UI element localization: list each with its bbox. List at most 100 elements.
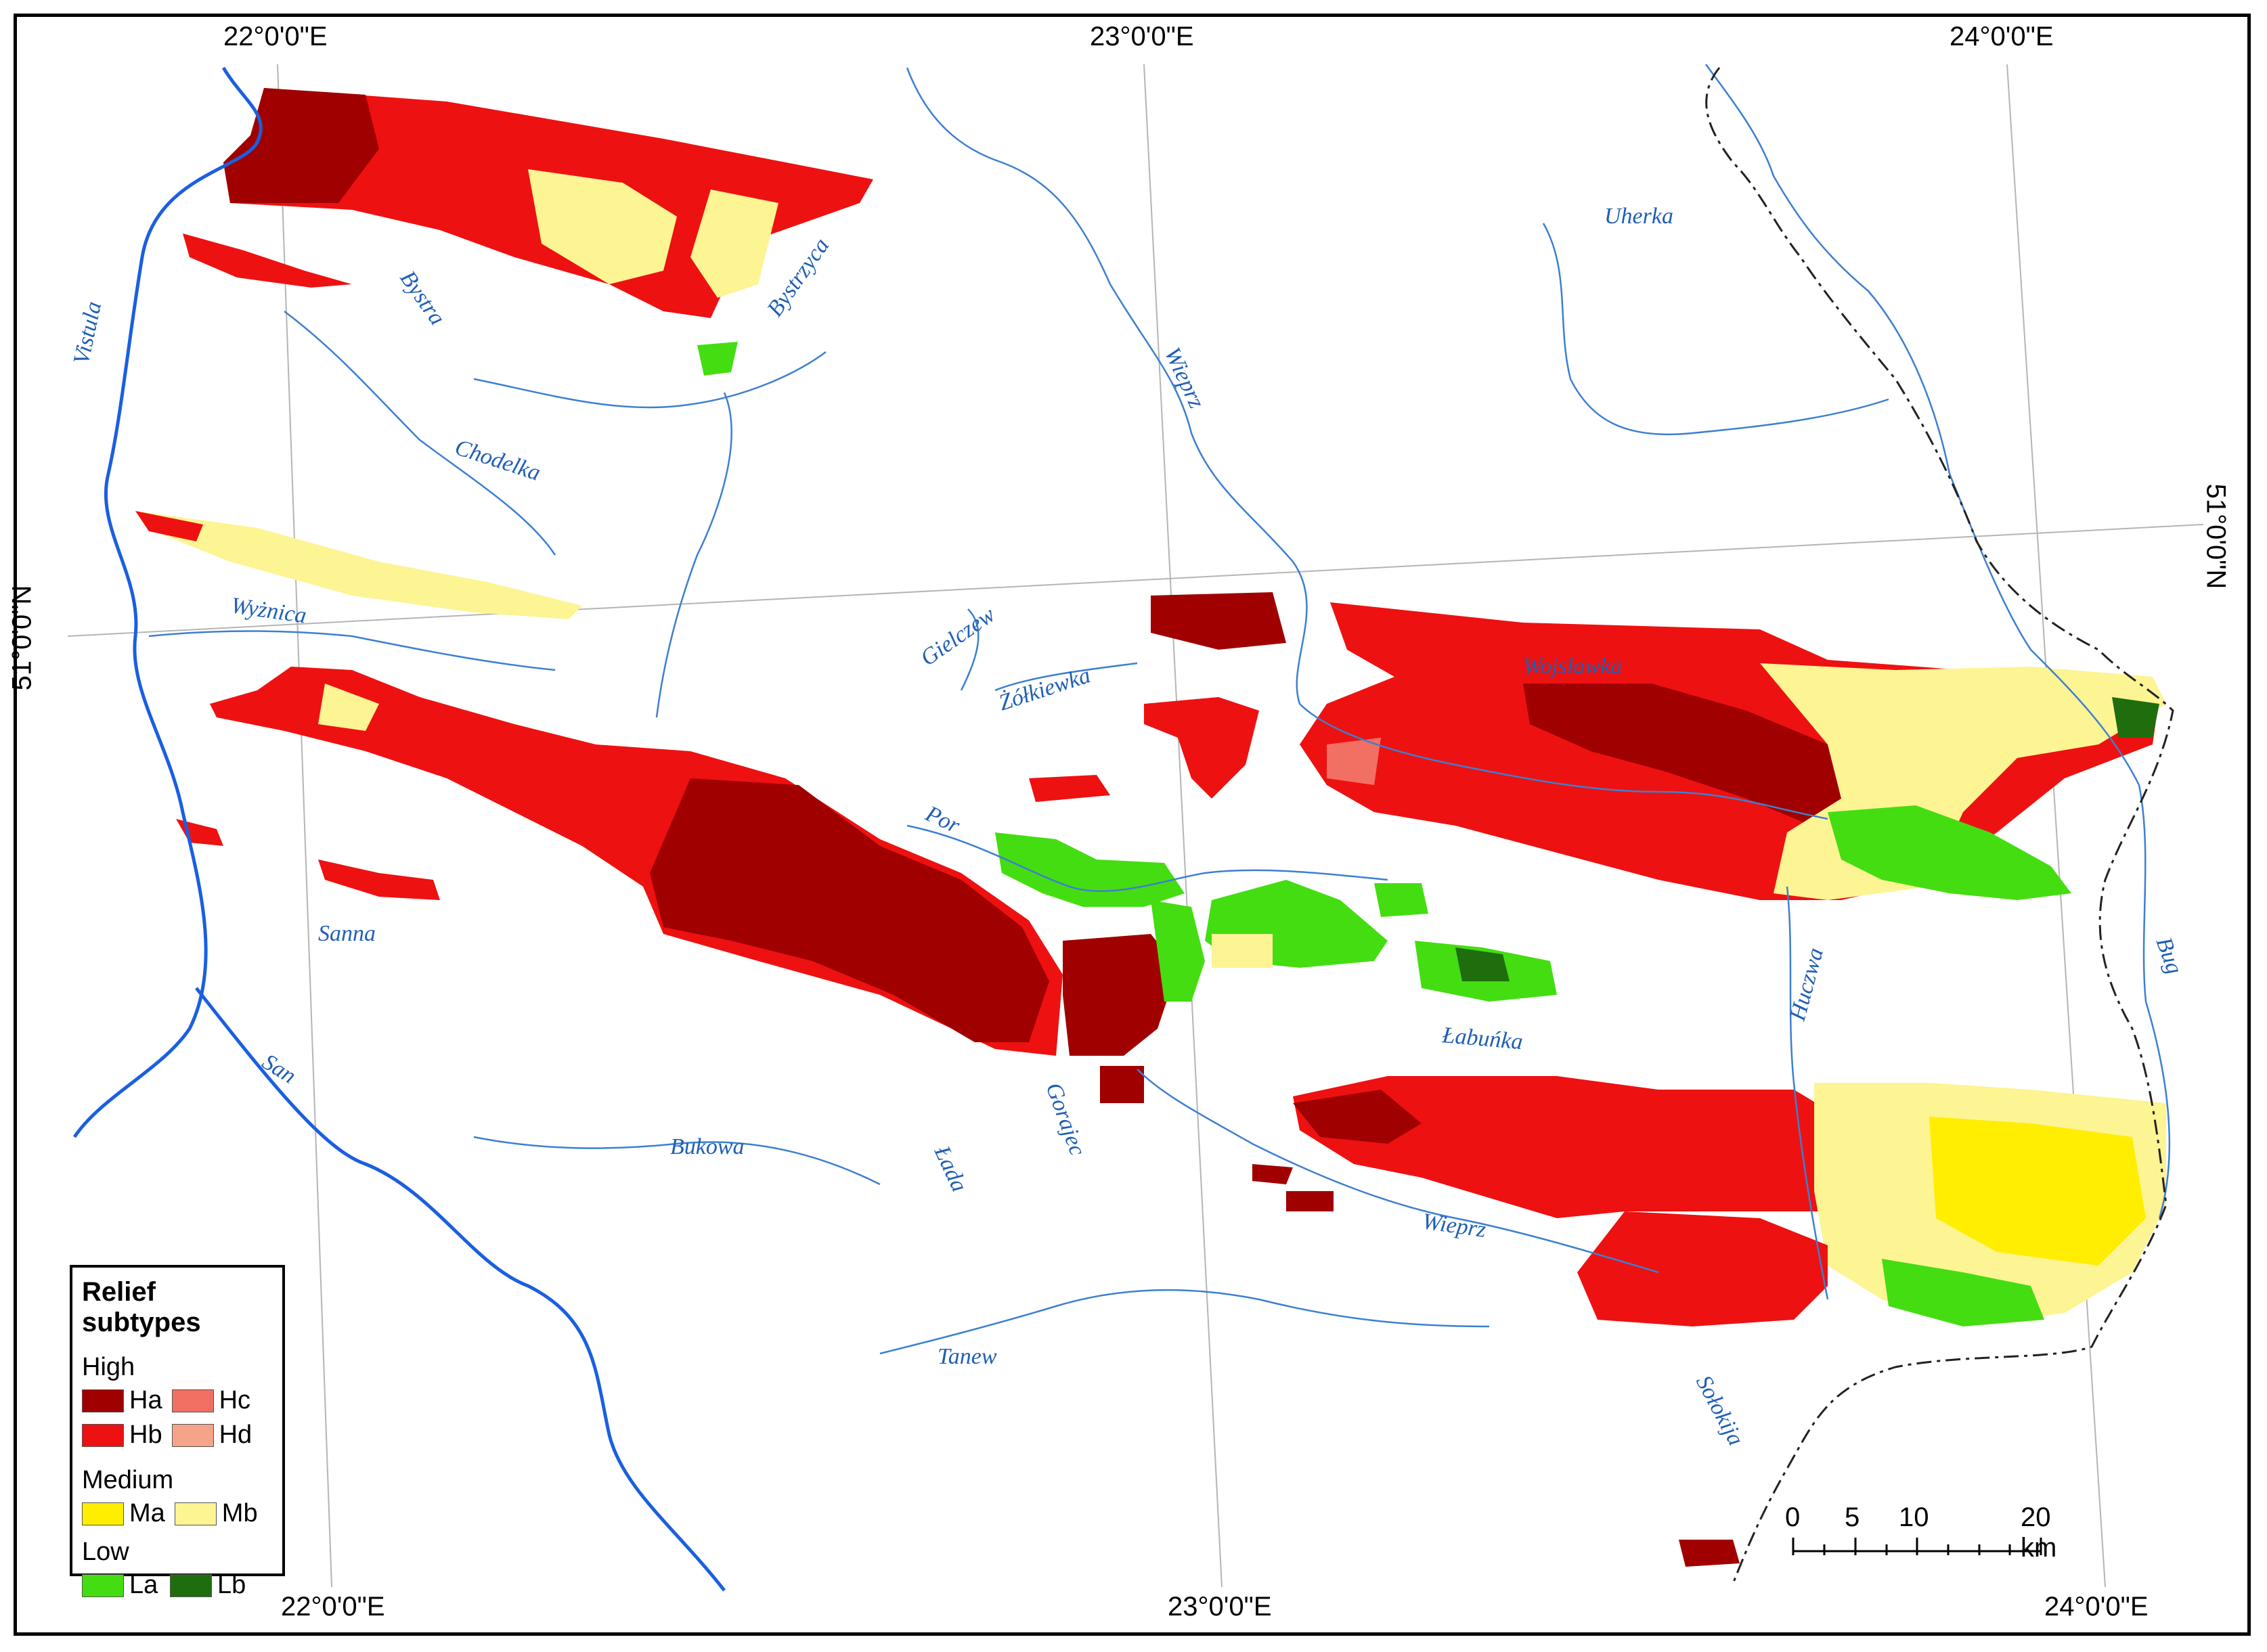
relief-patch [183, 233, 352, 288]
parallel-51 [67, 524, 2204, 637]
lon-label-bottom-24: 24°0'0"E [2044, 1592, 2149, 1622]
river-label-sanna: Sanna [318, 921, 376, 946]
scale-label-0: 0 [1785, 1502, 1801, 1532]
river-label-huczwa: Huczwa [1785, 945, 1828, 1024]
river-label-uherka: Uherka [1604, 204, 1673, 229]
legend-row: Hb Hd [82, 1421, 273, 1450]
river-line [1542, 223, 1889, 436]
legend-row: La Lb [82, 1571, 273, 1600]
legend-group-high: High [82, 1353, 135, 1381]
relief-patch [1882, 1259, 2044, 1326]
relief-patch [528, 169, 677, 284]
river-line [195, 987, 726, 1592]
river-label-labunka: Łabuńka [1440, 1023, 1524, 1054]
relief-patch [1151, 900, 1205, 1002]
river-label-solokija: Sołokija [1691, 1371, 1748, 1450]
legend-label-ma: Ma [129, 1499, 165, 1527]
legend-label-mb: Mb [221, 1499, 258, 1527]
river-line [1299, 703, 1828, 820]
legend-label-lb: Lb [217, 1571, 246, 1599]
relief-patch [1293, 1076, 1828, 1218]
relief-patch [1523, 684, 1895, 832]
relief-patch [223, 88, 379, 203]
legend-label-hc: Hc [219, 1386, 251, 1414]
lon-label-bottom-23: 23°0'0"E [1168, 1592, 1272, 1622]
legend-swatch-ha [82, 1389, 124, 1412]
river-label-por: Por [921, 801, 964, 839]
meridian-24 [2006, 64, 2106, 1588]
relief-patch [176, 819, 223, 846]
lon-label-top-22: 22°0'0"E [223, 22, 328, 51]
relief-patch [1063, 934, 1178, 1056]
river-label-vistula: Vistula [69, 299, 107, 366]
river-label-bystrzyca: Bystrzyca [762, 233, 834, 321]
river-label-gorajec: Gorajec [1040, 1079, 1090, 1159]
legend-swatch-la [82, 1573, 124, 1597]
relief-patch [1212, 934, 1273, 968]
river-line [1786, 886, 1829, 1300]
relief-patch [135, 511, 203, 541]
relief-patch [2112, 697, 2159, 738]
relief-patch [690, 189, 778, 298]
river-label-zolkiewka: Żółkiewka [996, 663, 1093, 715]
river-line [960, 608, 980, 691]
rivers [72, 64, 2171, 1592]
legend-swatch-mb [174, 1502, 217, 1525]
river-line [879, 1289, 1490, 1355]
relief-patch [1151, 592, 1286, 650]
relief-patch [1252, 1164, 1293, 1184]
relief-patch [1029, 775, 1110, 802]
river-label-wieprz-south: Wieprz [1421, 1209, 1488, 1243]
relief-patch [1679, 1540, 1740, 1567]
river-line [148, 630, 556, 671]
relief-patch [1455, 947, 1510, 981]
scale-bar: 0 5 10 20 km [1785, 1502, 2075, 1563]
river-line [655, 392, 732, 718]
relief-patch [1828, 805, 2071, 900]
legend: Relief subtypes High Ha Hc Hb Hd Medium … [70, 1265, 285, 1599]
relief-patch [1100, 1066, 1144, 1103]
legend-label-ha: Ha [129, 1386, 162, 1414]
legend-swatch-hb [82, 1423, 124, 1447]
river-label-san: San [258, 1049, 301, 1088]
legend-group-low: Low [82, 1538, 129, 1566]
legend-swatch-hc [171, 1389, 214, 1412]
relief-patch [1286, 1191, 1334, 1211]
legend-swatch-hd [171, 1423, 214, 1447]
river-line [906, 824, 1388, 892]
river-label-chodelka: Chodelka [452, 434, 544, 485]
river-label-bug: Bug [2151, 934, 2187, 977]
river-label-lada: Łada [929, 1142, 972, 1196]
river-label-bukowa: Bukowa [670, 1134, 745, 1159]
scale-label-10: 10 [1899, 1502, 1929, 1532]
legend-label-hb: Hb [129, 1421, 162, 1449]
river-line [1704, 64, 2171, 1219]
relief-patch [1929, 1117, 2146, 1266]
legend-row: Ha Hc [82, 1386, 273, 1415]
relief-patch [1577, 1211, 1828, 1326]
relief-patch [135, 511, 582, 619]
river-line [473, 351, 827, 409]
scale-ruler [1792, 1538, 2042, 1555]
legend-label-la: La [129, 1571, 158, 1599]
map-frame [14, 14, 2251, 1636]
river-line [906, 67, 1308, 705]
relief-patch [318, 684, 379, 731]
border-line [1705, 67, 2174, 1584]
legend-swatch-ma [82, 1502, 124, 1525]
legend-group-medium: Medium [82, 1466, 174, 1494]
relief-patch [318, 860, 440, 900]
river-label-tanew: Tanew [938, 1344, 997, 1369]
relief-patches [135, 88, 2166, 1567]
scale-label-5: 5 [1845, 1502, 1860, 1532]
river-label-wojslawka: Wojsławka [1523, 654, 1622, 679]
legend-label-hd: Hd [219, 1421, 252, 1449]
relief-patch [697, 342, 738, 376]
river-line [1137, 1069, 1659, 1274]
river-label-wieprz-north: Wieprz [1160, 344, 1209, 412]
relief-patch [1374, 883, 1428, 917]
river-line [473, 1136, 881, 1186]
relief-patch [995, 832, 1185, 907]
relief-patch [650, 778, 1049, 1042]
